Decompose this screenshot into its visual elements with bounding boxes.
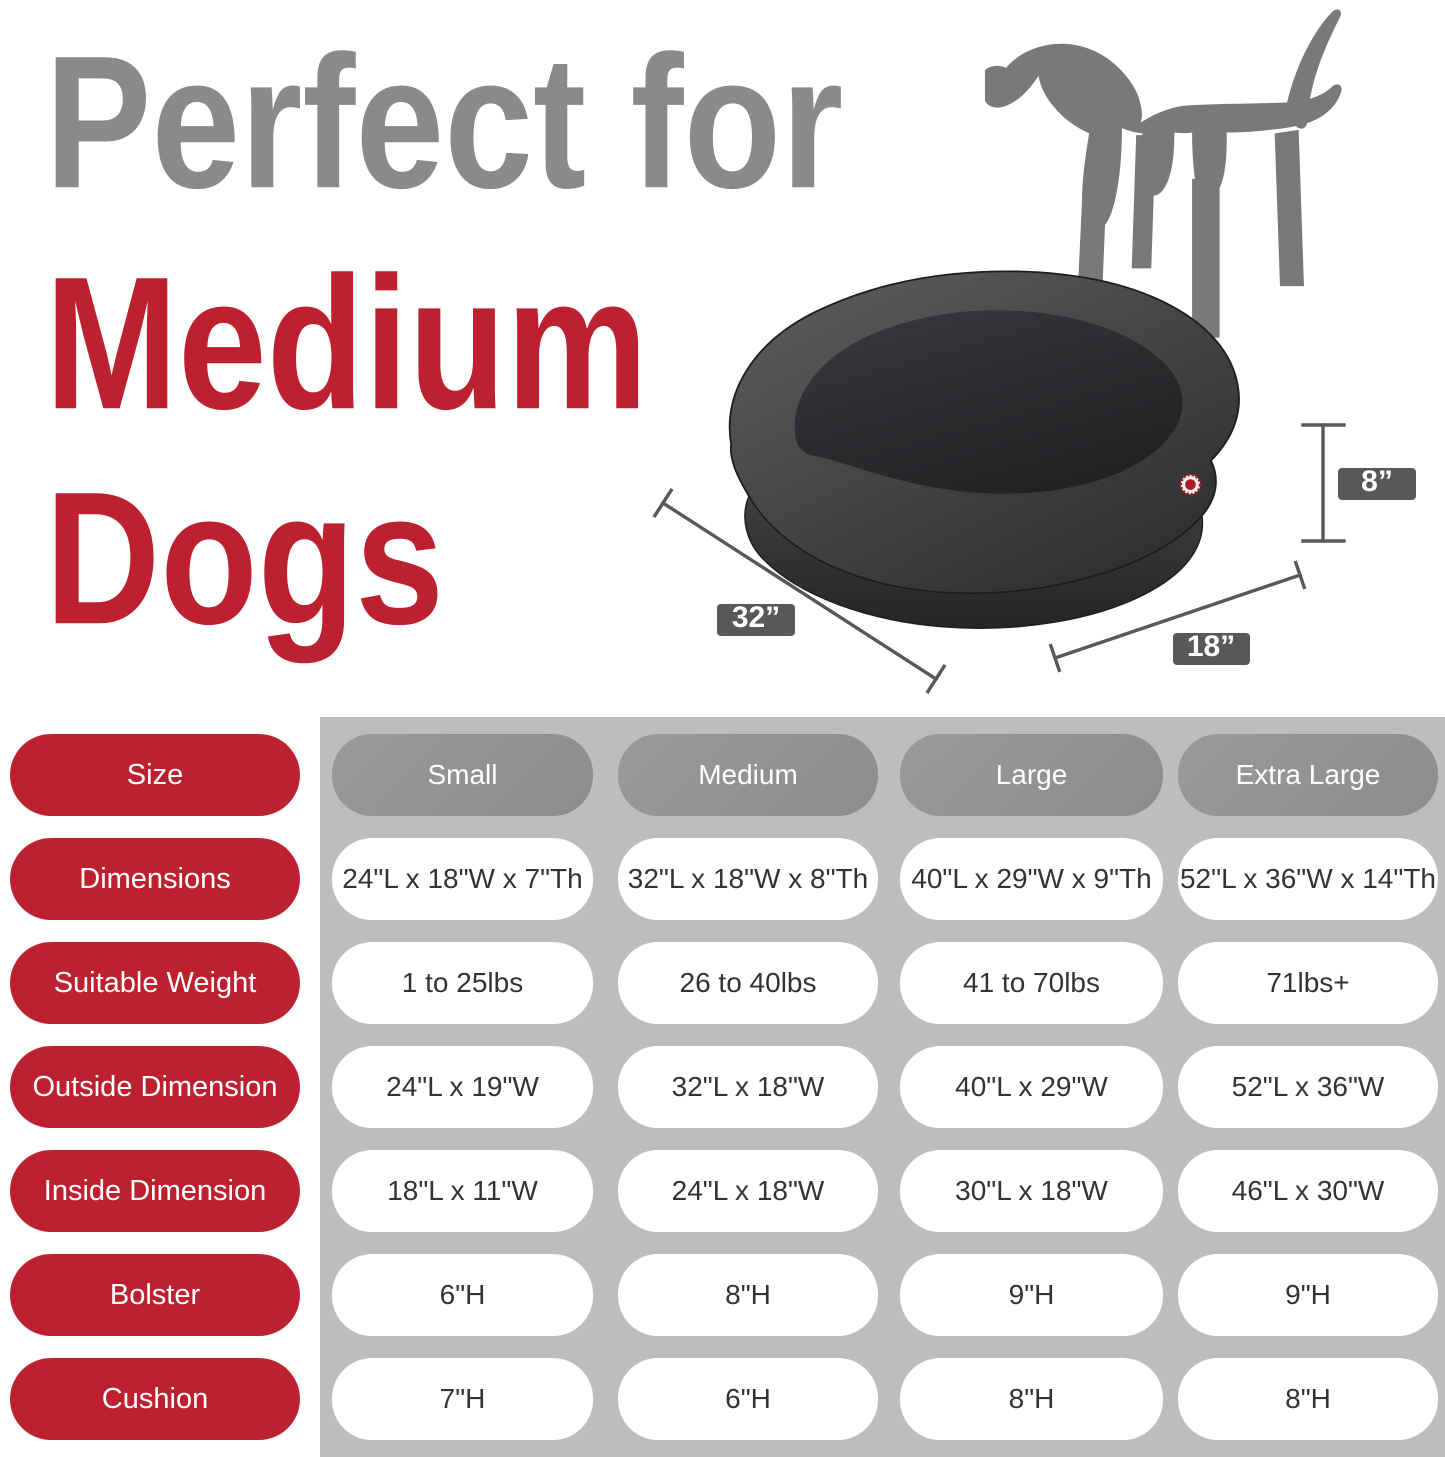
svg-text:18”: 18” [1187, 630, 1235, 663]
svg-text:32”: 32” [732, 601, 780, 634]
svg-text:8”: 8” [1361, 465, 1393, 498]
